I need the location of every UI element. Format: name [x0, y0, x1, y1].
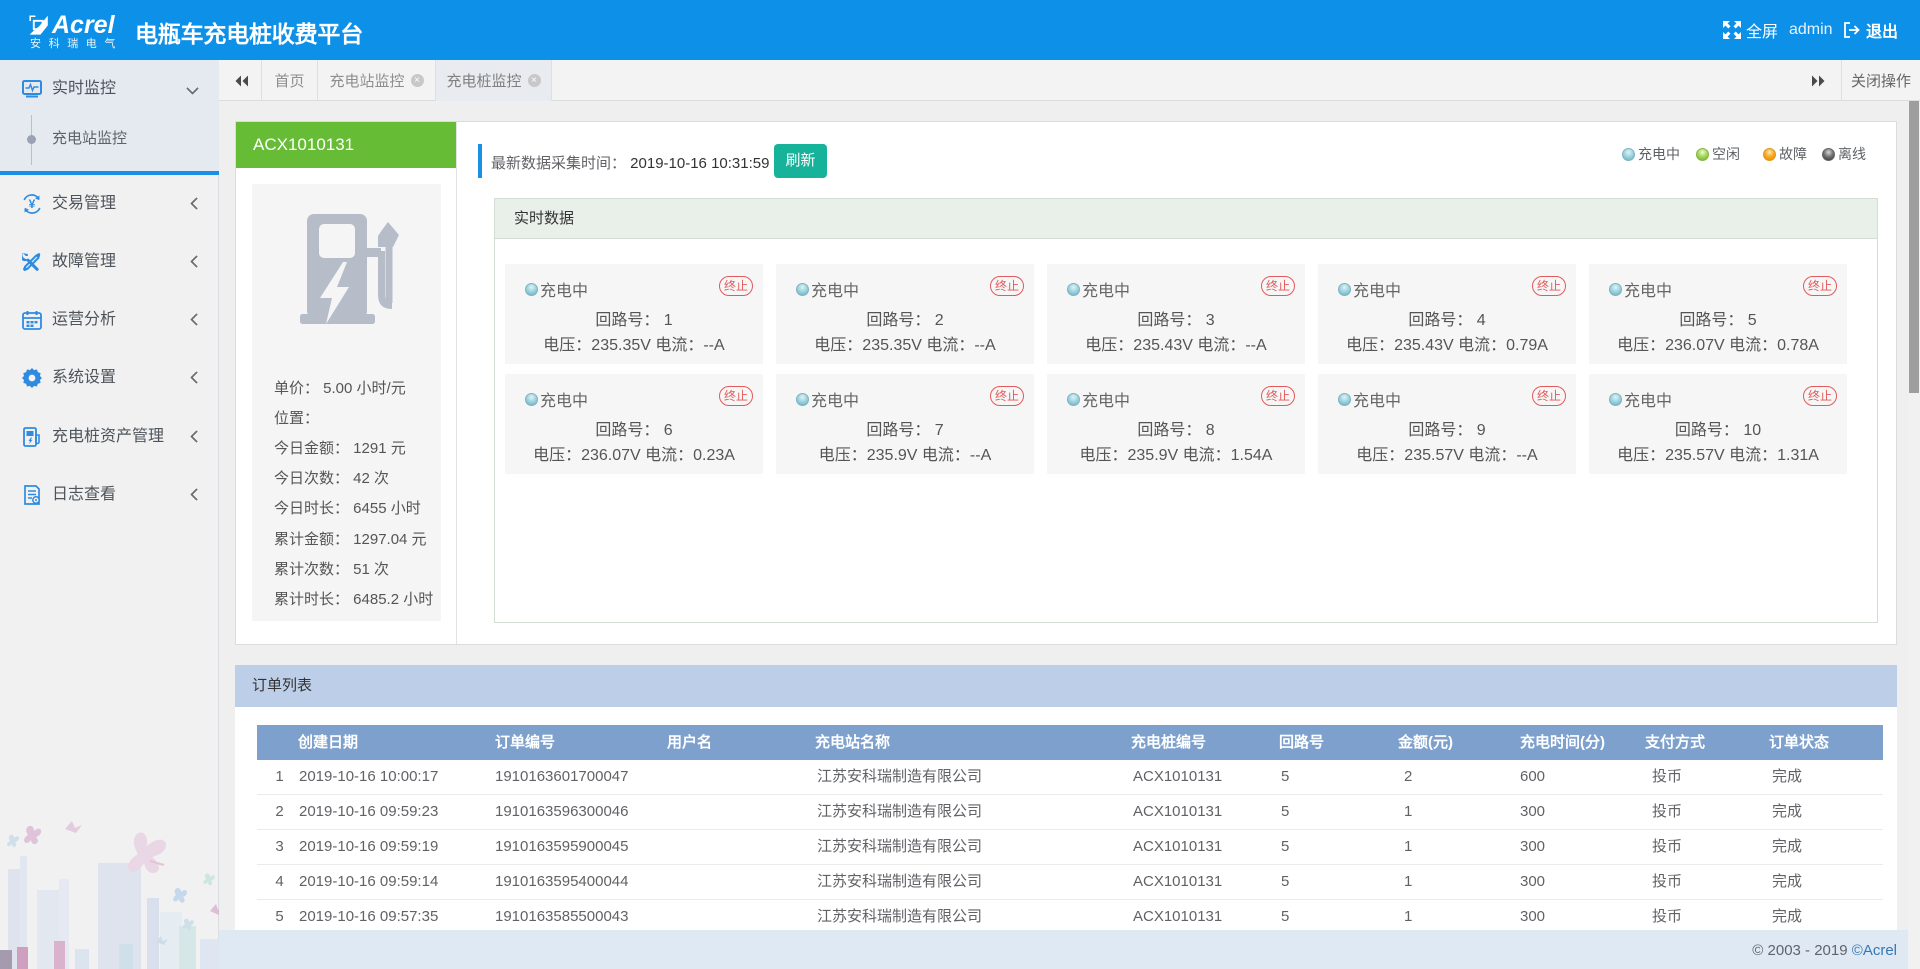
svg-text:¥: ¥	[29, 197, 36, 211]
